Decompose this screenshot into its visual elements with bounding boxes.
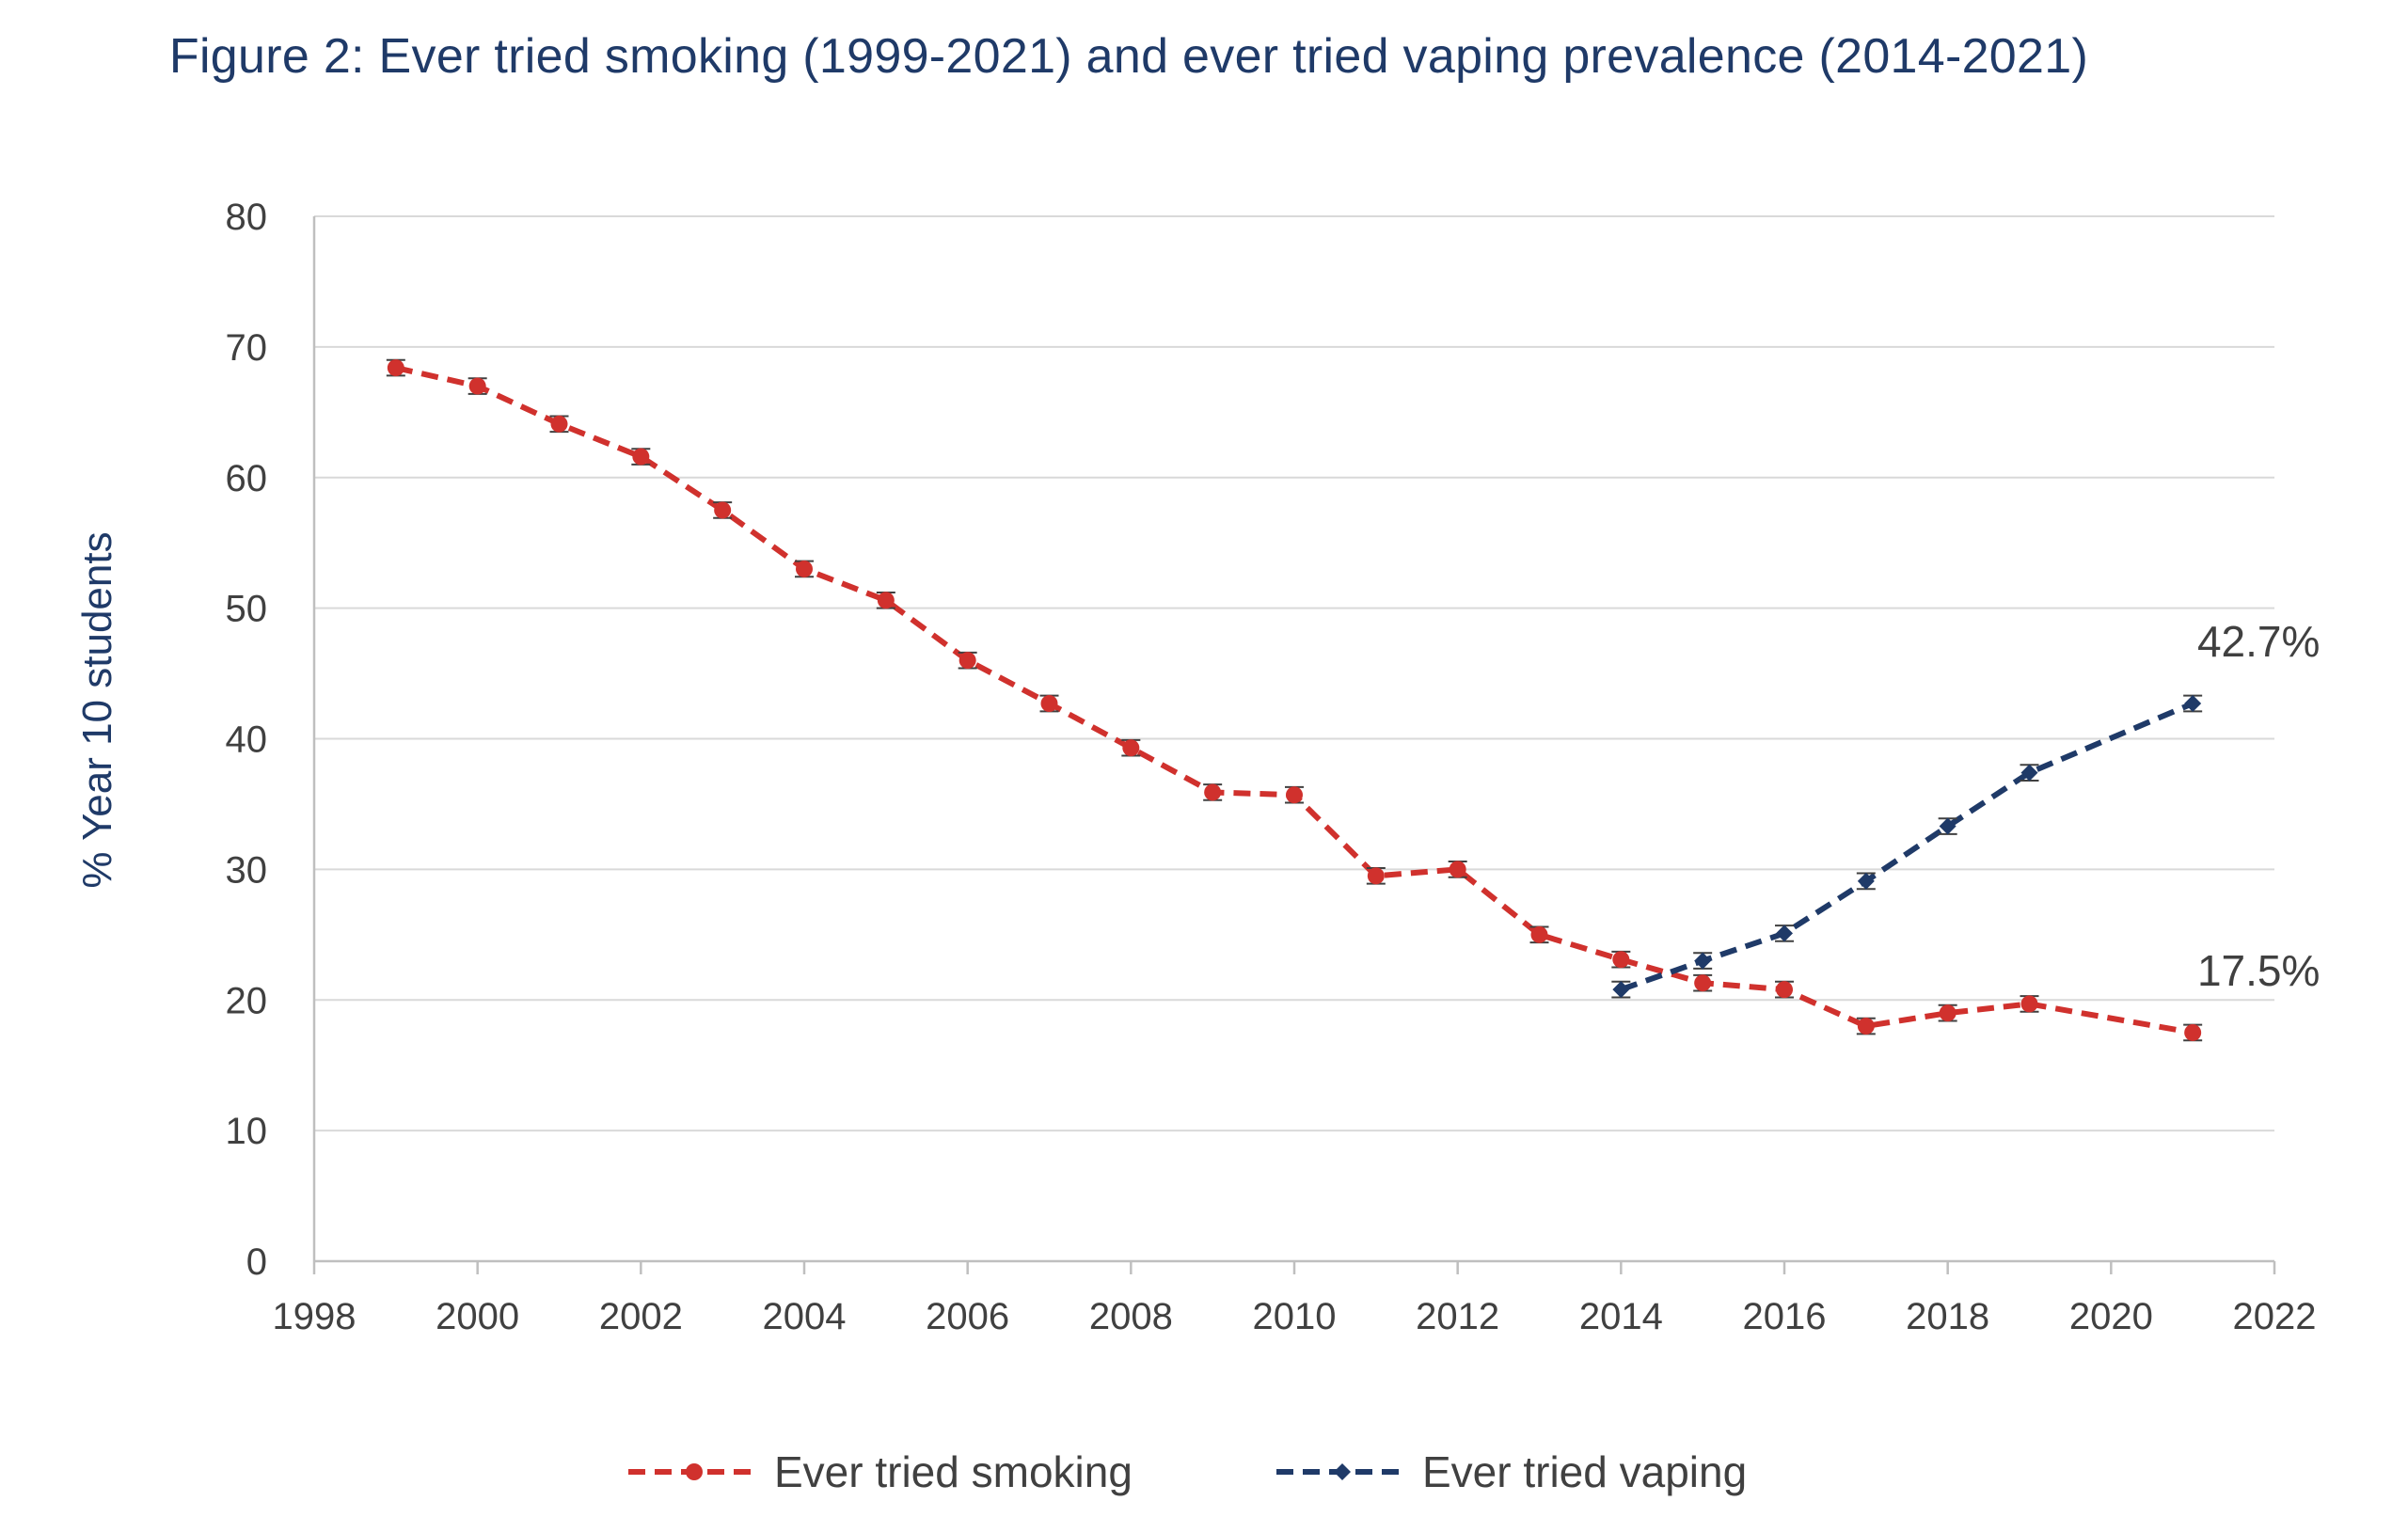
series bbox=[386, 358, 2203, 1042]
x-tick-label: 2006 bbox=[926, 1296, 1009, 1337]
legend-item-ever-tried-smoking: Ever tried smoking bbox=[628, 1447, 1133, 1496]
data-point bbox=[1939, 817, 1956, 835]
data-label: 42.7% bbox=[2197, 617, 2320, 666]
data-point bbox=[1612, 951, 1630, 969]
data-point bbox=[468, 377, 486, 395]
data-point bbox=[550, 415, 568, 433]
data-point bbox=[1694, 952, 1712, 970]
chart-title: Figure 2: Ever tried smoking (1999-2021)… bbox=[168, 29, 2089, 84]
series-ever-tried-vaping bbox=[1611, 694, 2203, 999]
data-point bbox=[796, 560, 813, 577]
x-tick-label: 2012 bbox=[1416, 1296, 1499, 1337]
series-line bbox=[395, 365, 2194, 1035]
data-point bbox=[1204, 783, 1222, 801]
data-point bbox=[1367, 867, 1385, 885]
x-tick-label: 2022 bbox=[2233, 1296, 2317, 1337]
data-point bbox=[1612, 981, 1630, 999]
data-point bbox=[877, 592, 895, 609]
data-point bbox=[2020, 995, 2038, 1013]
x-tick-label: 2002 bbox=[599, 1296, 683, 1337]
x-tick-label: 2014 bbox=[1579, 1296, 1663, 1337]
x-tick-label: 2018 bbox=[1906, 1296, 1989, 1337]
data-point bbox=[1939, 1004, 1956, 1022]
y-tick-label: 50 bbox=[226, 589, 268, 630]
data-point bbox=[2020, 764, 2038, 782]
series-ever-tried-smoking bbox=[386, 358, 2203, 1042]
y-tick-label: 10 bbox=[226, 1111, 268, 1152]
data-point bbox=[714, 501, 732, 519]
x-tick-label: 2008 bbox=[1089, 1296, 1173, 1337]
y-tick-label: 0 bbox=[246, 1241, 267, 1283]
axes: 0 10 20 30 40 50 60 70 80 1998 2000 2002 2004 2006 200… bbox=[226, 197, 2317, 1337]
data-point bbox=[632, 448, 650, 466]
annotations: 42.7% 17.5% bbox=[2197, 617, 2320, 995]
data-point bbox=[2184, 1023, 2202, 1041]
data-point bbox=[1530, 925, 1548, 943]
y-tick-label: 70 bbox=[226, 327, 268, 369]
legend-label: Ever tried smoking bbox=[774, 1447, 1133, 1496]
legend-marker bbox=[1334, 1463, 1351, 1480]
x-tick-label: 2004 bbox=[763, 1296, 847, 1337]
legend-item-ever-tried-vaping: Ever tried vaping bbox=[1276, 1447, 1747, 1496]
data-point bbox=[1776, 924, 1793, 942]
data-label: 17.5% bbox=[2197, 946, 2320, 995]
data-point bbox=[2184, 695, 2202, 713]
y-tick-label: 60 bbox=[226, 458, 268, 499]
gridlines bbox=[314, 215, 2274, 1132]
data-point bbox=[1122, 739, 1140, 757]
legend-label: Ever tried vaping bbox=[1422, 1447, 1747, 1496]
y-tick-label: 20 bbox=[226, 980, 268, 1021]
y-tick-label: 80 bbox=[226, 197, 268, 238]
y-axis-title: % Year 10 students bbox=[74, 531, 120, 888]
x-tick-label: 2016 bbox=[1743, 1296, 1827, 1337]
x-tick-label: 2020 bbox=[2069, 1296, 2153, 1337]
data-point bbox=[1449, 861, 1466, 878]
data-point bbox=[1694, 974, 1712, 992]
data-point bbox=[1857, 1018, 1875, 1035]
data-point bbox=[387, 359, 404, 377]
y-tick-label: 30 bbox=[226, 849, 268, 891]
x-tick-label: 2000 bbox=[436, 1296, 519, 1337]
series-line bbox=[1620, 701, 2194, 992]
data-point bbox=[1040, 695, 1058, 713]
x-tick-label: 1998 bbox=[273, 1296, 356, 1337]
data-point bbox=[1286, 786, 1303, 804]
legend-marker bbox=[686, 1463, 703, 1480]
legend: Ever tried smoking Ever tried vaping bbox=[628, 1447, 1747, 1496]
data-point bbox=[1857, 872, 1875, 890]
y-tick-label: 40 bbox=[226, 719, 268, 761]
data-point bbox=[1776, 981, 1793, 999]
x-tick-label: 2010 bbox=[1253, 1296, 1337, 1337]
data-point bbox=[958, 652, 976, 670]
